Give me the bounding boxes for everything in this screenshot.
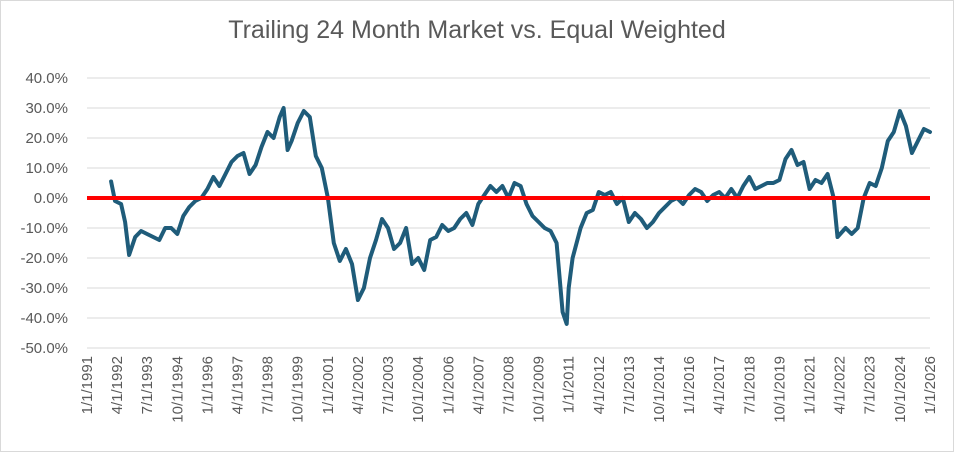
x-tick-label: 4/1/2012	[591, 356, 608, 414]
x-axis-tick-labels: 1/1/1991 4/1/1992 7/1/1993 10/1/1994 1/1/199…	[79, 356, 939, 423]
y-tick-label: -30.0%	[20, 280, 68, 297]
x-tick-label: 4/1/2007	[470, 356, 487, 414]
x-tick-label: 1/1/1996	[199, 356, 216, 414]
x-tick-label: 1/1/2006	[440, 356, 457, 414]
x-tick-label: 7/1/2023	[862, 356, 879, 414]
y-tick-label: -50.0%	[20, 340, 68, 357]
y-tick-label: -10.0%	[20, 220, 68, 237]
x-tick-label: 4/1/2022	[832, 356, 849, 414]
x-tick-label: 1/1/2011	[561, 356, 578, 413]
x-tick-label: 10/1/2014	[651, 356, 668, 423]
y-tick-label: 20.0%	[25, 130, 68, 147]
x-tick-label: 4/1/1997	[229, 356, 246, 414]
y-axis-tick-labels: -50.0% -40.0% -30.0% -20.0% -10.0% 0.0% 10.0% 2…	[20, 70, 68, 357]
x-tick-label: 4/1/1992	[109, 356, 126, 414]
y-tick-label: 0.0%	[34, 190, 68, 207]
x-tick-label: 7/1/2003	[380, 356, 397, 414]
x-tick-label: 1/1/2021	[802, 356, 819, 414]
series-line	[109, 106, 932, 326]
x-tick-label: 10/1/1999	[290, 356, 307, 423]
x-tick-label: 10/1/2019	[771, 356, 788, 423]
y-tick-label: 30.0%	[25, 100, 68, 117]
gridlines	[87, 77, 930, 349]
x-tick-label: 1/1/2001	[320, 356, 337, 414]
y-tick-label: 10.0%	[25, 160, 68, 177]
y-tick-label: -20.0%	[20, 250, 68, 267]
chart-title: Trailing 24 Month Market vs. Equal Weigh…	[228, 16, 726, 44]
series-lines	[87, 106, 932, 326]
y-tick-label: -40.0%	[20, 310, 68, 327]
x-tick-label: 7/1/1993	[139, 356, 156, 414]
x-tick-label: 10/1/2024	[892, 356, 909, 423]
y-tick-label: 40.0%	[25, 70, 68, 87]
x-tick-label: 10/1/2004	[410, 356, 427, 423]
x-tick-label: 1/1/1991	[79, 356, 96, 414]
x-tick-label: 1/1/2016	[681, 356, 698, 414]
x-tick-label: 4/1/2002	[350, 356, 367, 414]
x-tick-label: 1/1/2026	[922, 356, 939, 414]
x-tick-label: 7/1/2018	[741, 356, 758, 414]
x-tick-label: 4/1/2017	[711, 356, 728, 414]
x-tick-label: 10/1/2009	[531, 356, 548, 423]
x-tick-label: 7/1/2013	[621, 356, 638, 414]
x-tick-label: 10/1/1994	[169, 356, 186, 423]
x-tick-label: 7/1/2008	[500, 356, 517, 414]
x-tick-label: 7/1/1998	[260, 356, 277, 414]
